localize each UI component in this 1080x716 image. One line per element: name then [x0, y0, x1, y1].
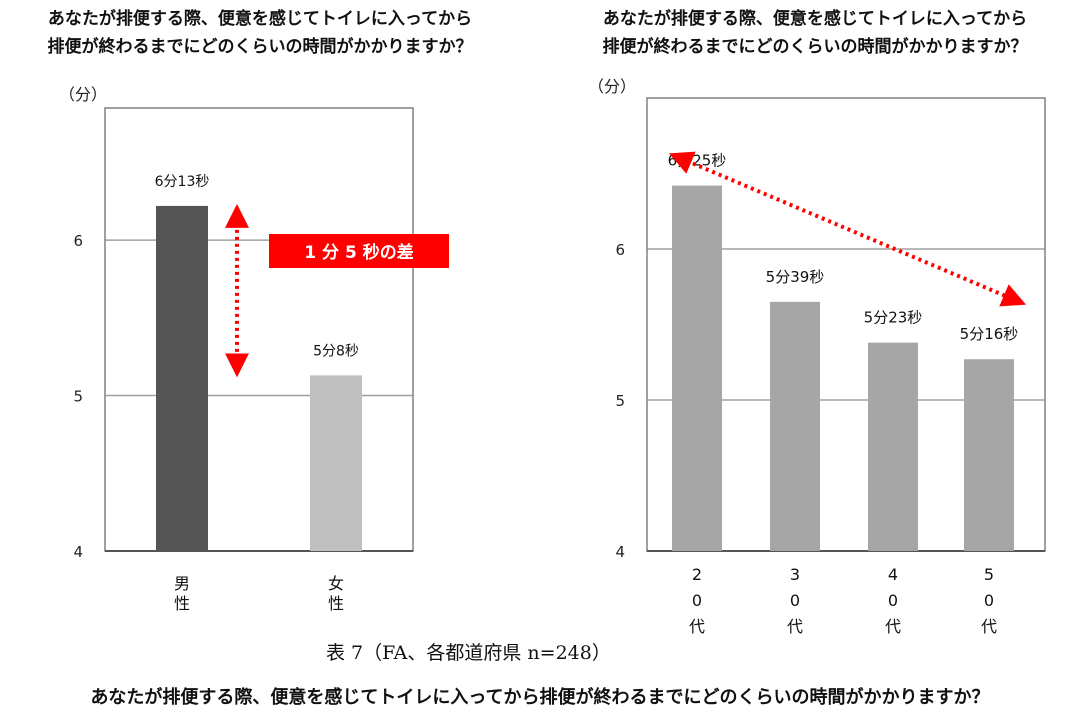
x-tick-label: 4: [888, 565, 898, 584]
bar: [672, 185, 722, 551]
y-axis-label: （分）: [588, 77, 636, 96]
bar: [868, 342, 918, 551]
y-tick-label: 5: [73, 388, 83, 406]
data-label: 6分13秒: [155, 174, 210, 190]
bar: [310, 375, 362, 551]
x-tick-label: 代: [787, 617, 803, 636]
y-tick-label: 4: [73, 543, 83, 561]
y-tick-label: 5: [615, 392, 625, 410]
x-tick-label: 代: [689, 617, 705, 636]
data-label: 5分39秒: [766, 268, 825, 286]
data-label: 6分25秒: [668, 152, 727, 170]
x-tick-label: 代: [885, 617, 901, 636]
x-tick-label: 女: [328, 574, 344, 593]
x-tick-label: 性: [328, 594, 344, 613]
chart2-title-line2: 排便が終わるまでにどのくらいの時間がかかりますか？: [602, 37, 1028, 57]
plot-frame: [104, 107, 414, 552]
x-tick-label: 3: [790, 565, 800, 584]
y-tick-label: 6: [73, 232, 83, 250]
bar: [964, 359, 1014, 551]
x-tick-label: 2: [692, 565, 702, 584]
x-tick-label: 代: [981, 617, 997, 636]
y-axis-label: （分）: [59, 85, 107, 104]
y-tick-label: 6: [615, 241, 625, 259]
x-tick-label: 0: [692, 591, 702, 610]
x-tick-label: 5: [984, 565, 994, 584]
y-tick-label: 4: [615, 543, 625, 561]
data-label: 5分23秒: [864, 309, 923, 327]
difference-badge: [269, 234, 449, 268]
chart2-title-line1: あなたが排便する際、便意を感じてトイレに入ってから: [602, 9, 1028, 29]
data-label: 5分8秒: [313, 343, 359, 359]
x-tick-label: 0: [984, 591, 994, 610]
bar: [770, 301, 820, 551]
x-tick-label: 性: [174, 594, 190, 613]
trend-arrow: [668, 151, 1027, 307]
chart1-title-line2: 排便が終わるまでにどのくらいの時間がかかりますか？: [47, 37, 473, 57]
bar: [156, 205, 208, 551]
x-tick-label: 0: [790, 591, 800, 610]
x-tick-label: 0: [888, 591, 898, 610]
chart1-title-line1: あなたが排便する際、便意を感じてトイレに入ってから: [47, 9, 473, 29]
bottom-title: あなたが排便する際、便意を感じてトイレに入ってから排便が終わるまでにどのくらいの…: [90, 687, 990, 708]
data-label: 5分16秒: [960, 325, 1019, 343]
x-tick-label: 男: [174, 574, 190, 593]
table-caption: 表 7（FA、各都道府県 n=248）: [326, 642, 611, 664]
difference-badge-text: 1 分 5 秒の差: [304, 242, 413, 263]
